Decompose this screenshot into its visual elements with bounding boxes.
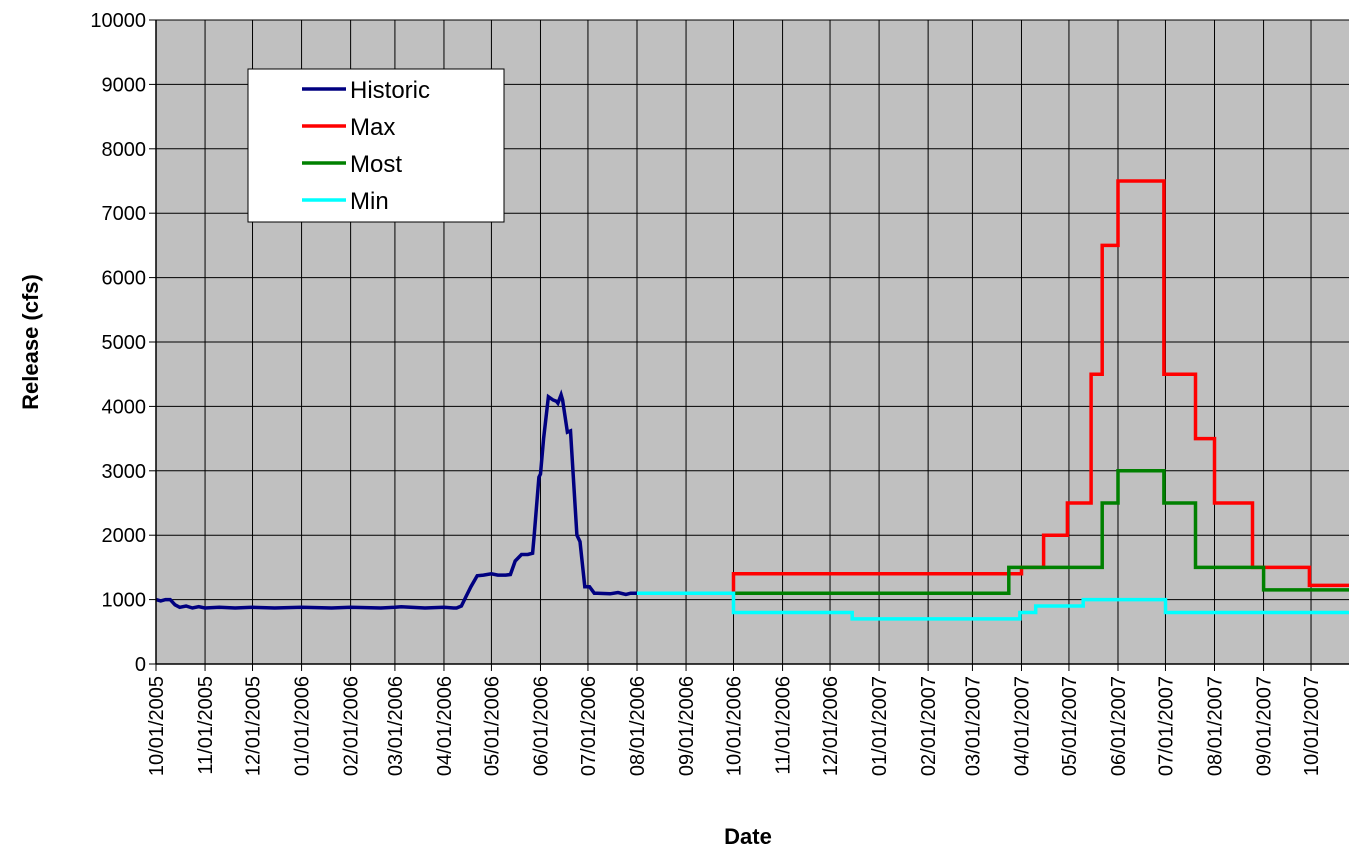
x-tick-label: 10/01/2005: [146, 676, 168, 776]
y-tick-label: 9000: [102, 74, 147, 96]
x-tick-label: 01/01/2007: [869, 676, 891, 776]
y-axis-label: Release (cfs): [18, 274, 43, 410]
x-tick-label: 05/01/2006: [481, 676, 503, 776]
x-tick-label: 10/01/2007: [1301, 676, 1323, 776]
y-tick-label: 2000: [102, 525, 147, 547]
x-tick-label: 02/01/2007: [918, 676, 940, 776]
x-tick-label: 06/01/2007: [1108, 676, 1130, 776]
x-tick-label: 02/01/2006: [341, 676, 363, 776]
x-tick-label: 12/01/2005: [243, 676, 265, 776]
y-tick-label: 0: [135, 654, 146, 676]
x-tick-label: 12/01/2006: [820, 676, 842, 776]
x-tick-label: 06/01/2006: [530, 676, 552, 776]
x-tick-label: 08/01/2006: [627, 676, 649, 776]
x-tick-label: 08/01/2007: [1205, 676, 1227, 776]
x-tick-label: 01/01/2006: [292, 676, 314, 776]
x-tick-label: 11/01/2006: [773, 676, 795, 775]
x-tick-label: 04/01/2006: [434, 676, 456, 776]
y-tick-labels: 0 1000 2000 3000 4000 5000 6000 7000 8000 9000 100…: [90, 10, 146, 676]
y-tick-label: 3000: [102, 461, 147, 483]
x-tick-label: 07/01/2007: [1155, 676, 1177, 776]
y-tick-label: 5000: [102, 332, 147, 354]
x-axis-label: Date: [724, 824, 772, 849]
x-tick-label: 07/01/2006: [578, 676, 600, 776]
y-tick-label: 1000: [102, 590, 147, 612]
x-tick-label: 10/01/2006: [724, 676, 746, 776]
y-tick-label: 7000: [102, 203, 147, 225]
y-tick-label: 4000: [102, 396, 147, 418]
y-tick-label: 8000: [102, 139, 147, 161]
x-tick-label: 05/01/2007: [1059, 676, 1081, 776]
legend-label-max: Max: [350, 114, 395, 141]
legend-label-historic: Historic: [350, 77, 430, 104]
x-tick-label: 03/01/2007: [962, 676, 984, 776]
x-tick-label: 03/01/2006: [385, 676, 407, 776]
x-tick-labels: 10/01/2005 11/01/2005 12/01/2005 01/01/2006…: [146, 676, 1323, 776]
y-tick-label: 6000: [102, 268, 147, 290]
legend-label-min: Min: [350, 188, 389, 215]
x-tick-label: 11/01/2005: [195, 676, 217, 775]
x-tick-label: 09/01/2006: [676, 676, 698, 776]
legend-label-most: Most: [350, 151, 402, 178]
legend: Historic Max Most Min: [248, 69, 504, 222]
x-tick-label: 09/01/2007: [1254, 676, 1276, 776]
x-tick-label: 04/01/2007: [1011, 676, 1033, 776]
y-tick-label: 10000: [90, 10, 146, 32]
